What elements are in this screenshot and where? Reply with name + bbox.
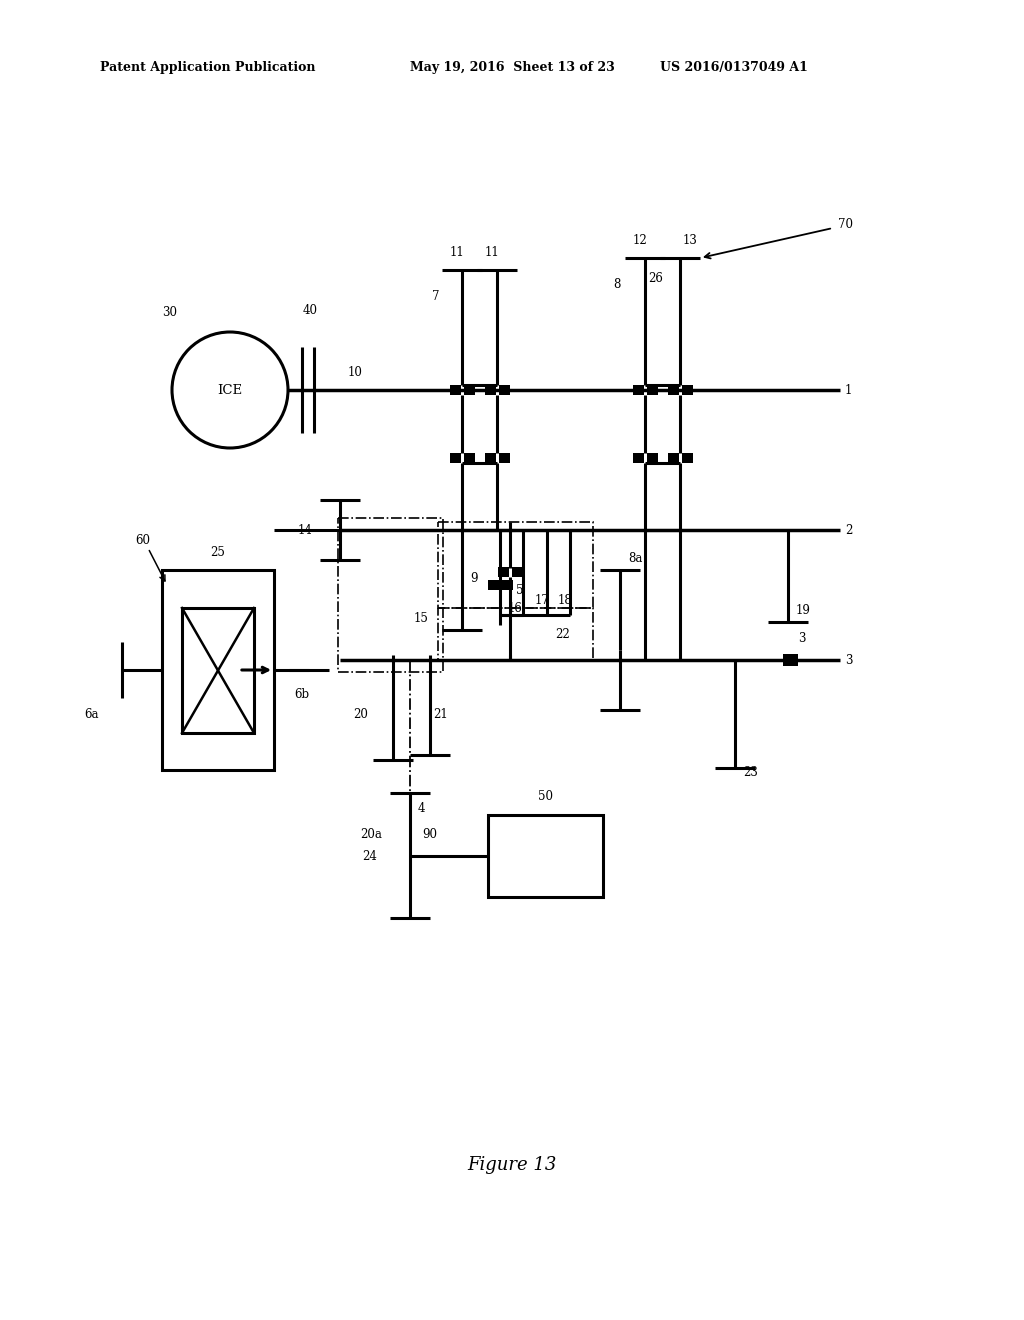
Bar <box>668 385 679 395</box>
Text: 9: 9 <box>470 572 477 585</box>
Text: 14: 14 <box>298 524 313 536</box>
Text: 25: 25 <box>211 545 225 558</box>
Text: 4: 4 <box>418 801 426 814</box>
Bar <box>646 385 657 395</box>
Text: 13: 13 <box>683 234 698 247</box>
Text: Patent Application Publication: Patent Application Publication <box>100 62 315 74</box>
Text: 70: 70 <box>838 219 853 231</box>
Text: 5: 5 <box>516 583 523 597</box>
Bar <box>682 453 692 463</box>
Text: 6a: 6a <box>84 709 98 722</box>
Text: 3: 3 <box>798 631 806 644</box>
Text: 50: 50 <box>538 791 553 804</box>
Text: Figure 13: Figure 13 <box>467 1156 557 1173</box>
Bar <box>499 453 510 463</box>
Bar <box>182 609 254 733</box>
Text: 60: 60 <box>135 533 150 546</box>
Text: 90: 90 <box>422 829 437 842</box>
Text: 12: 12 <box>633 234 647 247</box>
Text: 16: 16 <box>508 602 523 615</box>
Bar <box>484 453 496 463</box>
Bar <box>633 453 643 463</box>
Bar <box>498 568 509 577</box>
Bar <box>502 579 512 590</box>
Text: 7: 7 <box>432 289 439 302</box>
Bar <box>450 385 461 395</box>
Text: 21: 21 <box>433 709 447 722</box>
Text: 2: 2 <box>845 524 852 536</box>
Text: 22: 22 <box>555 627 569 640</box>
Text: 26: 26 <box>648 272 663 285</box>
Text: US 2016/0137049 A1: US 2016/0137049 A1 <box>660 62 808 74</box>
Text: 20: 20 <box>353 709 368 722</box>
Bar <box>464 385 474 395</box>
Bar <box>682 385 692 395</box>
Bar <box>668 453 679 463</box>
Text: May 19, 2016  Sheet 13 of 23: May 19, 2016 Sheet 13 of 23 <box>410 62 614 74</box>
Bar <box>646 453 657 463</box>
Bar <box>487 579 499 590</box>
Bar <box>484 385 496 395</box>
Bar <box>162 570 274 770</box>
Text: 8a: 8a <box>628 552 642 565</box>
Text: 8: 8 <box>613 279 621 292</box>
Text: 1: 1 <box>845 384 852 396</box>
Text: 19: 19 <box>796 603 811 616</box>
Bar <box>338 517 443 672</box>
Bar <box>464 453 474 463</box>
Bar <box>438 521 593 609</box>
Text: 3: 3 <box>845 653 853 667</box>
Text: 10: 10 <box>348 366 362 379</box>
Text: 20a: 20a <box>360 829 382 842</box>
Text: 40: 40 <box>303 304 318 317</box>
Text: 30: 30 <box>162 305 177 318</box>
Text: 23: 23 <box>743 766 758 779</box>
Text: 6b: 6b <box>294 689 309 701</box>
Bar <box>499 385 510 395</box>
Bar <box>450 453 461 463</box>
Text: 11: 11 <box>450 246 464 259</box>
Text: 15: 15 <box>414 611 429 624</box>
Text: 18: 18 <box>558 594 572 606</box>
Bar <box>488 814 603 898</box>
Bar <box>633 385 643 395</box>
Bar <box>782 653 798 667</box>
Text: ICE: ICE <box>217 384 243 396</box>
Text: 17: 17 <box>535 594 550 606</box>
Text: 11: 11 <box>484 246 500 259</box>
Bar <box>438 609 593 660</box>
Bar <box>512 568 522 577</box>
Text: 24: 24 <box>362 850 377 862</box>
